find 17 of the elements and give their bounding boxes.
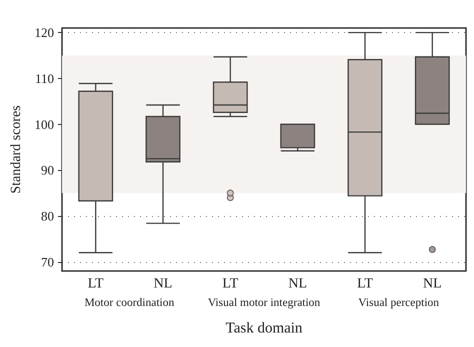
x-tick-label: LT xyxy=(222,276,239,292)
y-tick-label: 90 xyxy=(41,162,54,178)
y-axis-title: Standard scores xyxy=(9,105,24,194)
y-tick-label: 110 xyxy=(34,70,54,86)
y-tick-label: 120 xyxy=(34,25,54,40)
x-tick-label: LT xyxy=(88,276,104,292)
x-tick-label: NL xyxy=(422,276,442,292)
y-tick-label: 100 xyxy=(34,116,54,132)
x-tick-label: NL xyxy=(154,276,172,292)
x-tick-label: NL xyxy=(288,276,308,292)
text: Visual perception xyxy=(358,297,440,309)
text: Visual motor integration xyxy=(208,297,320,309)
x-tick-label: LT xyxy=(357,276,374,292)
text: Motor coordination xyxy=(84,297,174,309)
y-tick-label: 70 xyxy=(41,254,54,270)
x-axis-title: Task domain xyxy=(226,320,303,336)
y-tick-label: 80 xyxy=(41,208,54,224)
